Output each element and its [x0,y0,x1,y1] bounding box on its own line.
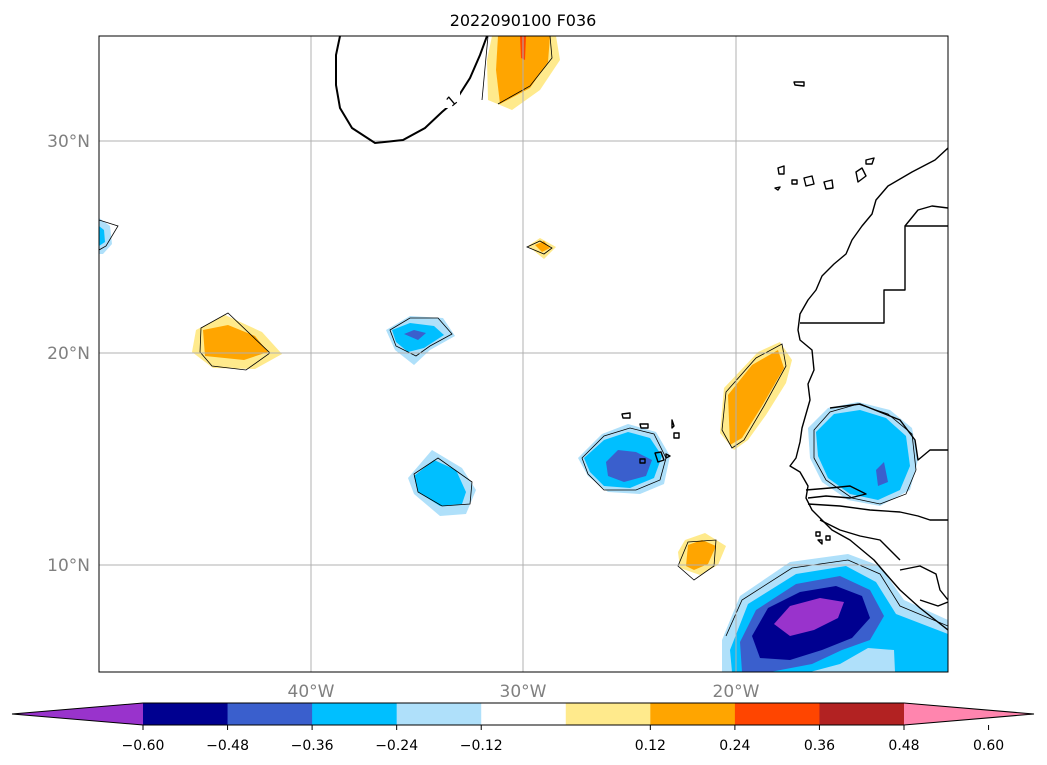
colorbar-extend-low [12,703,143,725]
colorbar-segment [143,703,229,725]
figure-title: 2022090100 F036 [450,11,597,30]
map-area: 1 [99,36,948,672]
colorbar-segment [734,703,820,725]
colorbar-segment [565,703,651,725]
colorbar: −0.60 −0.48 −0.36 −0.24 −0.12 0.12 0.24 0.36 0.4… [11,702,1035,754]
coastlines [621,81,948,631]
colorbar-extend-high [904,703,1034,725]
colorbar-tick-label: 0.60 [973,738,1004,754]
longitude-labels: 40°W 30°W 20°W [288,682,760,702]
colorbar-tick-label: −0.60 [122,738,165,754]
map-frame [98,35,949,673]
lon-label-20w: 20°W [713,682,760,702]
colorbar-tick-label: 0.48 [888,738,919,754]
negative-anomaly-senegal [808,402,918,506]
colorbar-segment [396,703,482,725]
colorbar-segment [650,703,736,725]
colorbar-segment [819,703,905,725]
colorbar-segment [312,703,398,725]
colorbar-segment [481,703,567,725]
lat-label-30n: 30°N [47,132,90,152]
negative-anomaly-edge [99,218,112,254]
lat-label-10n: 10°N [47,556,90,576]
colorbar-tick-label: −0.24 [375,738,418,754]
lon-label-40w: 40°W [288,682,335,702]
colorbar-tick-label: −0.36 [291,738,334,754]
gridlines [99,36,948,672]
positive-anomaly-west [192,315,282,369]
thick-contour: 1 [335,36,488,145]
colorbar-segment [227,703,313,725]
negative-anomaly-capeverde [578,424,670,494]
shaded-fields [99,36,948,672]
lon-label-30w: 30°W [500,682,547,702]
colorbar-tick-label: −0.12 [460,738,503,754]
colorbar-tick-label: 0.24 [719,738,750,754]
negative-anomaly-southeast [722,554,948,672]
colorbar-tick-label: −0.48 [206,738,249,754]
lat-label-20n: 20°N [47,344,90,364]
colorbar-tick-label: 0.12 [635,738,666,754]
positive-anomaly-coastal [720,342,792,450]
latitude-labels: 30°N 20°N 10°N [47,132,90,576]
colorbar-tick-label: 0.36 [804,738,835,754]
